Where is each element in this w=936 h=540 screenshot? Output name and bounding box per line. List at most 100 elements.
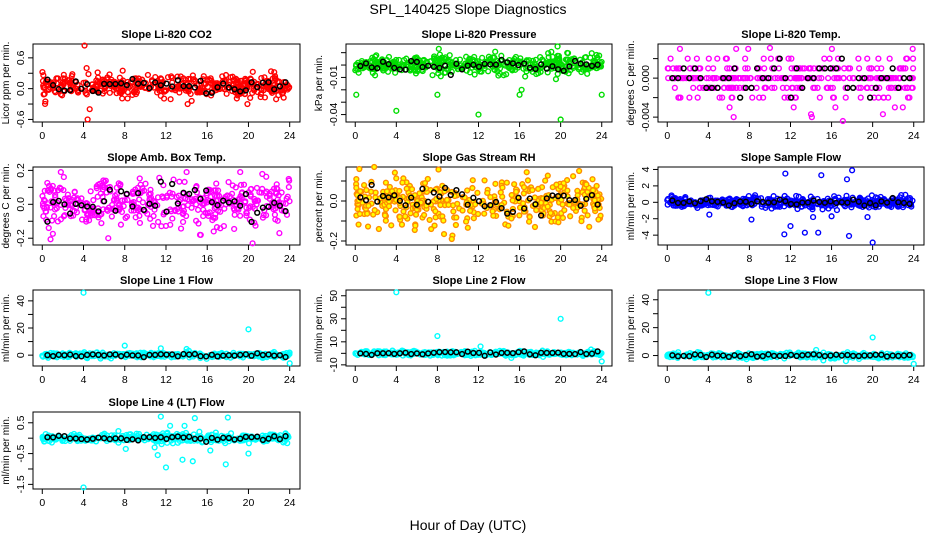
reference-point <box>72 200 79 208</box>
x-tick-label: 24 <box>596 253 608 265</box>
data-point <box>818 75 825 82</box>
data-point <box>225 81 233 88</box>
data-point <box>453 63 460 70</box>
outlier-point <box>879 111 887 118</box>
data-point <box>491 66 498 74</box>
y-tick-label: 0.0 <box>328 194 340 209</box>
reference-point <box>492 61 500 68</box>
reference-point <box>900 74 908 82</box>
data-point <box>710 65 717 72</box>
data-point <box>464 187 471 194</box>
reference-point <box>787 200 795 208</box>
data-point <box>414 67 421 75</box>
data-point <box>673 65 680 72</box>
data-point <box>724 65 731 72</box>
data-point <box>247 186 254 193</box>
data-point <box>131 89 138 96</box>
data-point <box>117 221 125 228</box>
reference-points <box>669 55 913 101</box>
reference-point <box>833 199 840 207</box>
data-point <box>151 206 158 213</box>
reference-point <box>844 84 851 92</box>
data-point <box>733 45 740 52</box>
data-point <box>873 65 881 72</box>
reference-point <box>117 80 125 87</box>
x-tick-label: 16 <box>826 374 838 386</box>
data-point <box>463 218 470 225</box>
x-tick-label: 16 <box>201 130 213 142</box>
x-tick-label: 24 <box>284 253 296 265</box>
reference-point <box>61 201 68 208</box>
data-point <box>489 208 496 215</box>
x-tick-label: 16 <box>201 253 213 265</box>
outlier-point <box>598 358 605 365</box>
y-tick-label: 30 <box>328 313 340 325</box>
reference-point <box>509 208 517 216</box>
reference-point <box>220 197 227 204</box>
data-point <box>112 192 119 199</box>
reference-point <box>464 62 471 69</box>
reference-point <box>686 198 693 205</box>
reference-point <box>391 64 398 72</box>
outlier-point <box>706 211 713 218</box>
x-tick-label: 0 <box>39 497 45 509</box>
data-point <box>508 191 515 199</box>
data-point <box>544 203 551 210</box>
y-axis-label: ml/min per min. <box>1 416 12 484</box>
data-point <box>744 65 751 72</box>
reference-point <box>804 199 812 206</box>
y-tick-label: 10 <box>328 336 340 348</box>
reference-point <box>425 198 432 205</box>
x-tick-label: 4 <box>393 130 399 142</box>
reference-point <box>453 60 460 67</box>
reference-point <box>577 202 584 209</box>
data-point <box>519 200 527 207</box>
data-point <box>382 217 389 224</box>
data-point <box>569 62 577 70</box>
reference-point <box>231 198 238 205</box>
data-point <box>811 84 818 91</box>
reference-point <box>560 192 567 199</box>
reference-point <box>146 200 153 207</box>
data-point <box>594 192 601 199</box>
x-tick-label: 8 <box>122 497 128 509</box>
data-point <box>499 184 506 191</box>
reference-point <box>714 198 721 205</box>
data-point <box>40 196 48 203</box>
data-point <box>273 185 280 192</box>
data-point <box>371 207 378 214</box>
reference-point <box>163 80 170 87</box>
reference-point <box>571 57 579 65</box>
reference-points <box>357 181 601 219</box>
reference-points <box>357 56 601 79</box>
data-point <box>271 75 278 82</box>
data-point <box>705 65 712 72</box>
x-tick-label: 12 <box>160 374 172 386</box>
y-axis-label: kPa per min. <box>314 55 325 111</box>
reference-point <box>883 74 891 82</box>
data-point <box>268 188 275 195</box>
data-point <box>757 75 764 82</box>
x-tick-label: 20 <box>243 497 255 509</box>
data-point <box>525 218 533 225</box>
data-point <box>676 65 684 72</box>
reference-point <box>276 202 284 209</box>
data-point <box>495 72 502 79</box>
y-tick-label: -1.5 <box>15 475 27 493</box>
reference-point <box>72 78 79 85</box>
data-point <box>83 91 90 98</box>
reference-point <box>708 84 716 92</box>
data-point <box>489 54 496 61</box>
data-point <box>391 169 398 176</box>
reference-point <box>770 65 778 72</box>
reference-point <box>203 187 210 194</box>
data-point <box>433 58 440 65</box>
data-point <box>67 201 74 208</box>
y-axis-label: degrees C per min. <box>626 40 637 125</box>
data-point <box>866 65 873 72</box>
y-tick-label: 20 <box>640 322 652 334</box>
x-tick-label: 0 <box>664 130 670 142</box>
reference-point <box>759 198 766 206</box>
data-point <box>238 78 245 85</box>
data-point <box>267 68 275 75</box>
